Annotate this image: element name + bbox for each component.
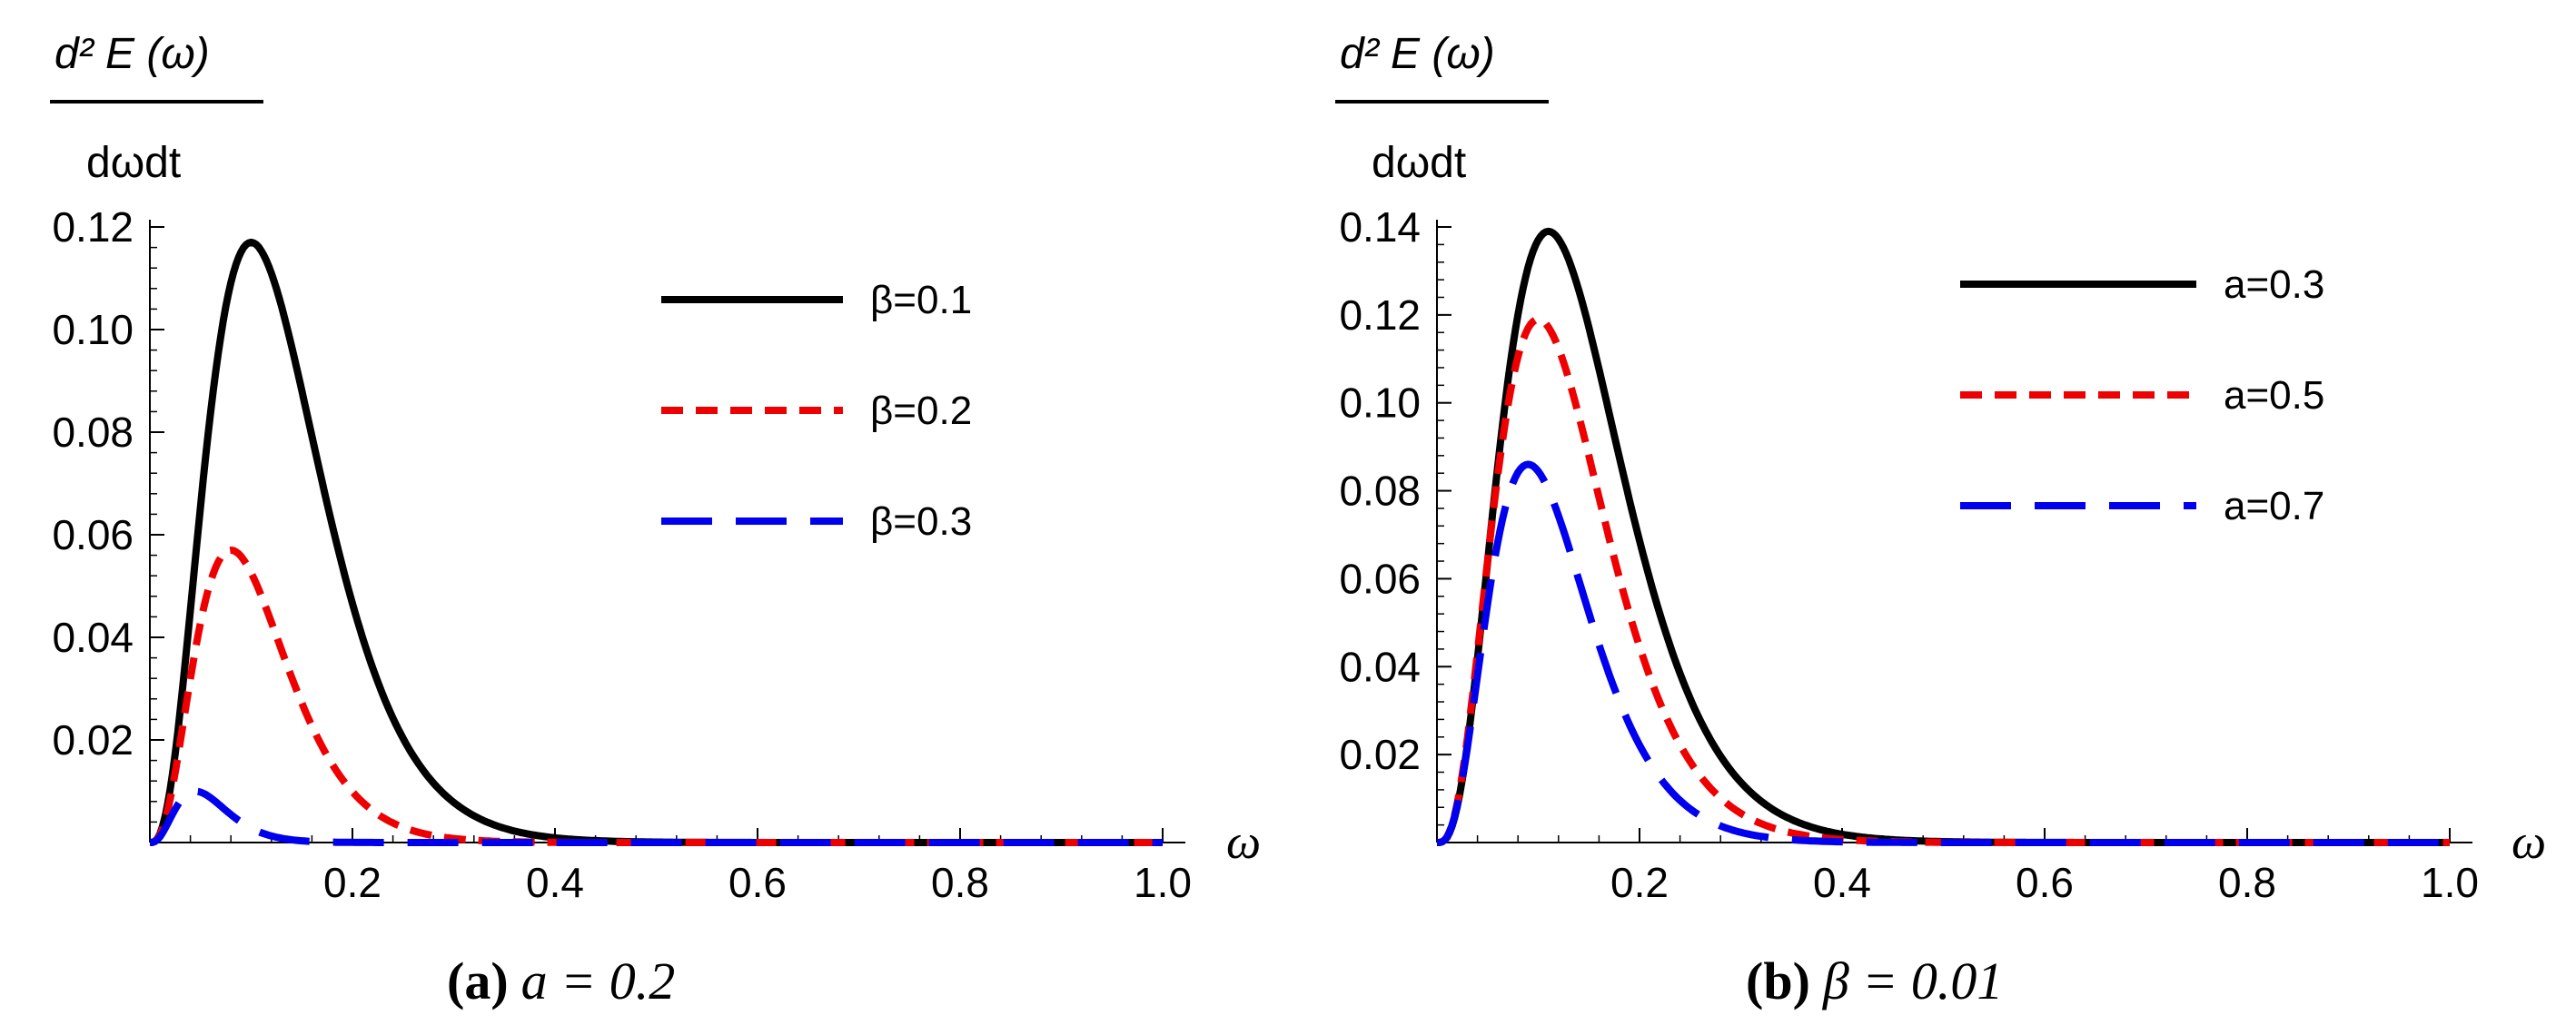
y-tick-label: 0.02 xyxy=(1339,731,1421,778)
series-line-1 xyxy=(149,238,1163,846)
x-tick-label: 1.0 xyxy=(1134,859,1192,906)
panel-b-caption: (b) β = 0.01 xyxy=(1746,951,2003,1010)
x-tick-label: 0.2 xyxy=(323,859,381,906)
legend-label-1: a=0.3 xyxy=(2224,262,2324,307)
panel-b-axes xyxy=(1436,220,2472,843)
panel-a-axes xyxy=(149,220,1185,843)
y-tick-label: 0.08 xyxy=(52,409,134,456)
series-line-3 xyxy=(1436,460,2450,846)
series-line-1 xyxy=(1436,227,2450,846)
panel-b-caption-letter: (b) xyxy=(1746,951,1810,1010)
x-tick-label: 0.2 xyxy=(1610,859,1669,906)
panel-b-xlabel: ω xyxy=(2512,814,2546,869)
y-tick-label: 0.14 xyxy=(1339,203,1421,251)
series-line-3 xyxy=(149,787,1163,846)
panel-a-caption-text: a = 0.2 xyxy=(521,951,676,1010)
panel-b: d² E (ω) dωdt 0.2 0.4 0.6 0.8 1.0 0.02 0.04 0.0… xyxy=(1335,30,2546,1010)
legend-label-3: β=0.3 xyxy=(870,499,972,544)
panel-a-series xyxy=(149,238,1163,846)
panel-a-ticks: 0.2 0.4 0.6 0.8 1.0 0.02 0.04 0.06 0.08 0.10 0.12 xyxy=(52,203,1192,906)
panel-b-ticks: 0.2 0.4 0.6 0.8 1.0 0.02 0.04 0.06 0.08 0.10 0.12 0… xyxy=(1339,203,2479,906)
x-tick-label: 0.8 xyxy=(2218,859,2276,906)
legend-label-1: β=0.1 xyxy=(870,278,972,322)
y-tick-label: 0.12 xyxy=(1339,291,1421,339)
panel-a-caption: (a) a = 0.2 xyxy=(447,951,675,1010)
panel-b-caption-text: β = 0.01 xyxy=(1822,951,2004,1010)
y-tick-label: 0.10 xyxy=(52,306,134,353)
y-tick-label: 0.02 xyxy=(52,716,134,764)
x-tick-label: 0.6 xyxy=(728,859,787,906)
y-tick-label: 0.06 xyxy=(52,511,134,558)
x-tick-label: 1.0 xyxy=(2421,859,2479,906)
x-tick-label: 0.6 xyxy=(2016,859,2074,906)
legend-label-2: β=0.2 xyxy=(870,389,972,433)
panel-a-legend: β=0.1 β=0.2 β=0.3 xyxy=(661,278,972,544)
y-tick-label: 0.06 xyxy=(1339,555,1421,602)
panel-b-ylabel-bottom: dωdt xyxy=(1372,139,1466,187)
panel-a: d² E (ω) dωdt 0.2 0.4 0.6 0.8 1.0 0.02 0.04 0.0… xyxy=(50,30,1261,1010)
series-line-2 xyxy=(149,546,1163,846)
panel-a-caption-letter: (a) xyxy=(447,951,509,1010)
x-tick-label: 0.4 xyxy=(526,859,584,906)
panel-b-series xyxy=(1436,227,2450,846)
y-tick-label: 0.08 xyxy=(1339,468,1421,515)
panel-a-xlabel: ω xyxy=(1226,814,1261,869)
panel-a-ylabel-top: d² E (ω) xyxy=(54,30,210,78)
legend-label-2: a=0.5 xyxy=(2224,373,2324,418)
panel-a-ylabel-bottom: dωdt xyxy=(86,139,181,187)
panel-b-legend: a=0.3 a=0.5 a=0.7 xyxy=(1960,262,2324,528)
x-tick-label: 0.8 xyxy=(931,859,989,906)
y-tick-label: 0.10 xyxy=(1339,380,1421,427)
y-tick-label: 0.04 xyxy=(1339,643,1421,690)
x-tick-label: 0.4 xyxy=(1813,859,1871,906)
y-tick-label: 0.04 xyxy=(52,614,134,661)
legend-label-3: a=0.7 xyxy=(2224,484,2324,528)
panel-b-ylabel-top: d² E (ω) xyxy=(1340,30,1495,78)
y-tick-label: 0.12 xyxy=(52,203,134,251)
